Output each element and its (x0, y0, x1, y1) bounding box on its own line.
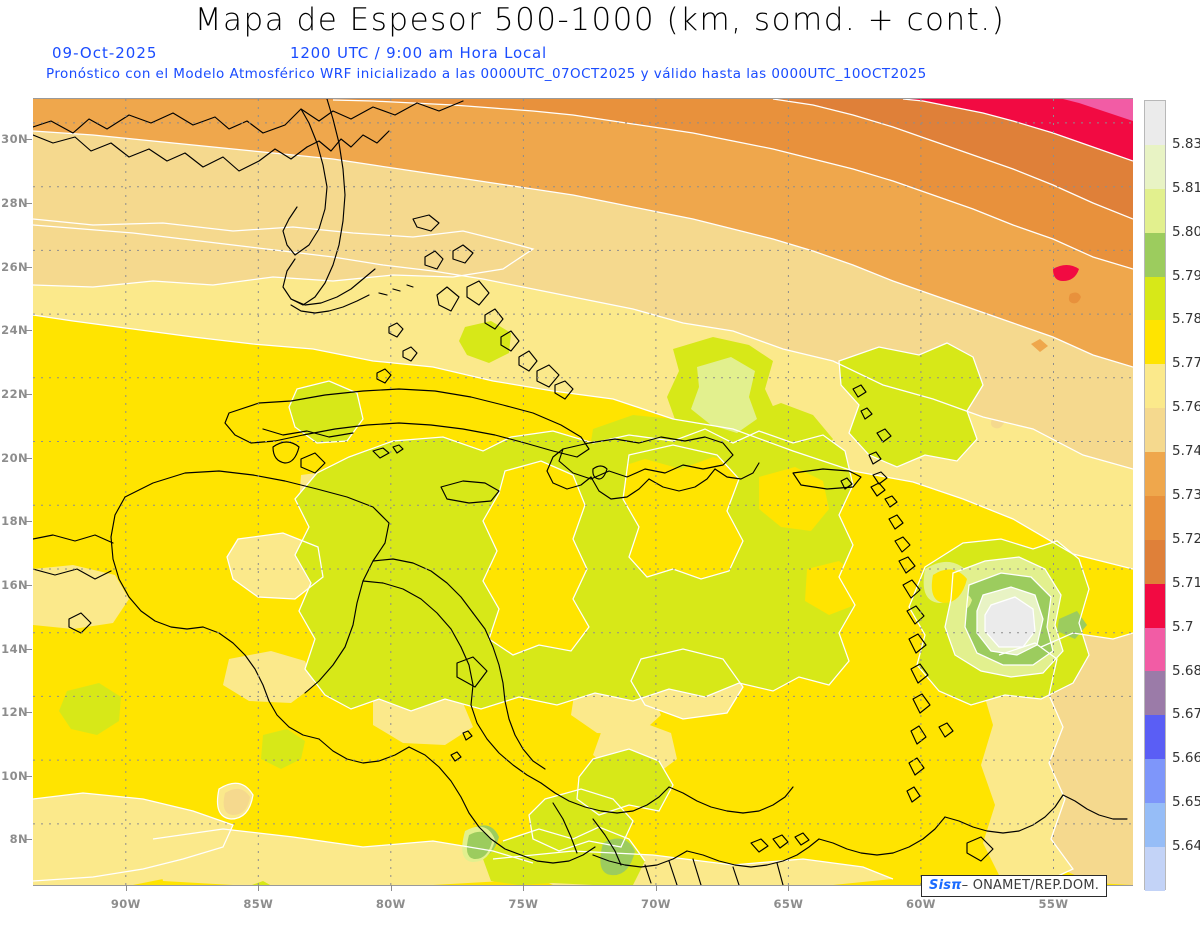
lat-tick-label: 20N (1, 450, 28, 465)
lat-tick-label: 8N (9, 832, 28, 847)
colorbar-cell[interactable] (1145, 188, 1165, 233)
colorbar-tick-label: 5.783 (1172, 311, 1200, 328)
colorbar-tick-label: 5.676 (1172, 706, 1200, 723)
colorbar-tick-label: 5.807 (1172, 223, 1200, 240)
lat-tick-mark (26, 266, 32, 268)
colorbar-tick-label: 5.819 (1172, 179, 1200, 196)
credit-organization: ONAMET/REP.DOM. (972, 878, 1100, 893)
colorbar-cell[interactable] (1145, 495, 1165, 540)
attribution-badge: Sisπ– ONAMET/REP.DOM. (921, 875, 1108, 897)
gridlines (33, 99, 1133, 885)
colorbar-cell[interactable] (1145, 715, 1165, 760)
colorbar-tick-label: 5.795 (1172, 267, 1200, 284)
lat-tick-mark (26, 203, 32, 204)
page-title: Mapa de Espesor 500-1000 (km, somd. + co… (194, 2, 1006, 38)
lat-tick-mark (26, 393, 32, 395)
lat-tick-mark (26, 457, 32, 459)
forecast-time: 1200 UTC / 9:00 am Hora Local (290, 44, 547, 62)
lat-tick-mark (26, 521, 32, 523)
lat-tick-mark (26, 712, 32, 714)
colorbar-cell[interactable] (1145, 671, 1165, 716)
lon-tick-label: 85W (243, 897, 274, 911)
low-thickness-center (909, 539, 1089, 705)
colorbar-tick-label: 5.748 (1172, 443, 1200, 460)
sistt-logo: Sisπ (929, 878, 962, 893)
lat-tick-label: 30N (1, 132, 28, 147)
lon-tick-mark (523, 885, 525, 891)
lon-tick-label: 75W (508, 897, 539, 911)
colorbar-tick-label: 5.712 (1172, 574, 1200, 591)
colorbar-cell[interactable] (1145, 759, 1165, 803)
colorbar[interactable] (1144, 100, 1166, 891)
lat-tick-label: 24N (1, 323, 28, 338)
lat-tick-mark (26, 330, 32, 332)
lat-tick-label: 12N (1, 705, 28, 720)
lon-tick-label: 90W (110, 897, 141, 911)
colorbar-cell[interactable] (1145, 627, 1165, 672)
colorbar-tick-label: 5.736 (1172, 487, 1200, 503)
contour-lines (33, 99, 1133, 884)
colorbar-tick-label: 5.664 (1172, 750, 1200, 767)
colorbar-cell[interactable] (1145, 846, 1165, 891)
colorbar-tick-label: 5.724 (1172, 530, 1200, 547)
colorbar-cell[interactable] (1145, 408, 1165, 452)
colorbar-cell[interactable] (1145, 101, 1165, 145)
colorbar-cell[interactable] (1145, 539, 1165, 584)
lon-tick-mark (258, 885, 260, 891)
lon-tick-mark (788, 885, 790, 891)
colorbar-cell[interactable] (1145, 364, 1165, 409)
thickness-map-plot[interactable] (33, 98, 1133, 886)
lat-tick-label: 10N (1, 768, 28, 783)
lon-tick-mark (125, 885, 127, 891)
model-description: Pronóstico con el Modelo Atmosférico WRF… (46, 66, 927, 82)
colorbar-cell[interactable] (1145, 803, 1165, 847)
lat-tick-label: 18N (1, 514, 28, 529)
colorbar-cell[interactable] (1145, 144, 1165, 189)
colorbar-cell[interactable] (1145, 452, 1165, 496)
lat-tick-mark (26, 584, 32, 586)
colorbar-tick-label: 5.772 (1172, 355, 1200, 372)
lat-tick-label: 26N (1, 259, 28, 274)
lat-tick-mark (26, 139, 32, 141)
lat-tick-mark (26, 648, 32, 650)
lon-tick-label: 70W (640, 897, 671, 911)
lat-tick-label: 28N (1, 196, 28, 210)
colorbar-cell[interactable] (1145, 232, 1165, 277)
colorbar-tick-label: 5.688 (1172, 662, 1200, 679)
colorbar-tick-label: 5.652 (1172, 794, 1200, 811)
coastlines (33, 99, 1128, 885)
lon-tick-label: 55W (1038, 897, 1069, 911)
map-canvas (33, 99, 1133, 885)
lon-tick-label: 80W (375, 897, 406, 911)
lat-tick-label: 14N (1, 641, 28, 656)
lon-tick-label: 65W (773, 897, 804, 911)
forecast-date: 09-Oct-2025 (52, 44, 158, 62)
colorbar-tick-label: 5.76 (1172, 399, 1200, 416)
colorbar-cell[interactable] (1145, 583, 1165, 628)
lon-tick-label: 60W (905, 897, 936, 911)
lat-tick-mark (26, 839, 32, 841)
lon-tick-mark (390, 885, 392, 891)
colorbar-tick-label: 5.831 (1172, 135, 1200, 152)
lat-tick-label: 22N (1, 386, 28, 401)
lat-tick-mark (26, 775, 32, 777)
colorbar-tick-label: 5.64 (1172, 838, 1200, 855)
lat-tick-label: 16N (1, 577, 28, 592)
colorbar-tick-label: 5.7 (1172, 618, 1194, 635)
colorbar-cell[interactable] (1145, 276, 1165, 321)
colorbar-cell[interactable] (1145, 320, 1165, 365)
lon-tick-mark (655, 885, 657, 891)
filled-contour-layer (33, 99, 1133, 885)
credit-separator: – (961, 878, 969, 893)
